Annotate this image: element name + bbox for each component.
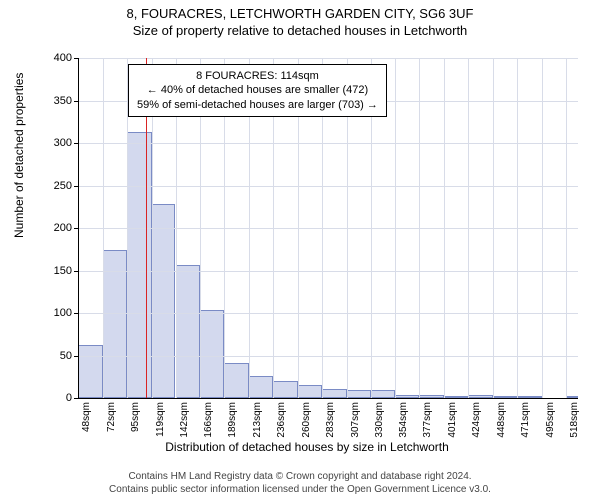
footnote: Contains HM Land Registry data © Crown c… <box>0 471 600 496</box>
x-tick-label: 236sqm <box>276 402 287 438</box>
x-tick-label: 354sqm <box>398 402 409 438</box>
grid-line <box>78 143 578 144</box>
y-tick-label: 250 <box>42 180 72 192</box>
histogram-bar <box>273 381 298 398</box>
grid-line <box>103 58 104 398</box>
histogram-bar <box>200 310 224 398</box>
y-tick-label: 100 <box>42 307 72 319</box>
y-tick-label: 50 <box>42 350 72 362</box>
x-axis-label: Distribution of detached houses by size … <box>28 440 586 454</box>
y-tick-label: 200 <box>42 222 72 234</box>
histogram-bar <box>347 390 371 399</box>
annotation-line: ← 40% of detached houses are smaller (47… <box>137 83 378 97</box>
grid-line <box>78 186 578 187</box>
x-tick-label: 213sqm <box>252 402 263 438</box>
annotation-line: 8 FOURACRES: 114sqm <box>137 69 378 83</box>
plot-area: 05010015020025030035040048sqm72sqm95sqm1… <box>78 58 578 398</box>
y-axis-label: Number of detached properties <box>12 73 26 238</box>
grid-line <box>517 58 518 398</box>
grid-line <box>395 58 396 398</box>
x-tick-label: 48sqm <box>81 402 92 432</box>
x-tick-label: 401sqm <box>447 402 458 438</box>
histogram-bar <box>371 390 396 398</box>
histogram-bar <box>127 132 152 398</box>
grid-line <box>78 271 578 272</box>
histogram-bar <box>224 363 249 398</box>
footnote-line2: Contains public sector information licen… <box>0 484 600 497</box>
grid-line <box>78 313 578 314</box>
y-tick-label: 300 <box>42 137 72 149</box>
x-tick-label: 142sqm <box>179 402 190 438</box>
footnote-line1: Contains HM Land Registry data © Crown c… <box>0 471 600 484</box>
grid-line <box>78 228 578 229</box>
x-tick-label: 166sqm <box>203 402 214 438</box>
x-axis-line <box>78 398 578 399</box>
grid-line <box>78 58 578 59</box>
x-tick-label: 495sqm <box>545 402 556 438</box>
grid-line <box>566 58 567 398</box>
x-tick-label: 424sqm <box>471 402 482 438</box>
x-tick-label: 330sqm <box>374 402 385 438</box>
chart-container: Number of detached properties 0501001502… <box>28 48 586 448</box>
histogram-bar <box>298 385 322 398</box>
grid-line <box>468 58 469 398</box>
histogram-bar <box>322 389 347 398</box>
histogram-bar <box>249 376 273 398</box>
y-tick-label: 0 <box>42 392 72 404</box>
grid-line <box>542 58 543 398</box>
grid-line <box>493 58 494 398</box>
x-tick-label: 307sqm <box>350 402 361 438</box>
histogram-bar <box>103 250 127 398</box>
chart-title-block: 8, FOURACRES, LETCHWORTH GARDEN CITY, SG… <box>0 0 600 40</box>
annotation-box: 8 FOURACRES: 114sqm← 40% of detached hou… <box>128 64 387 117</box>
x-tick-label: 260sqm <box>301 402 312 438</box>
grid-line <box>78 356 578 357</box>
x-tick-label: 283sqm <box>325 402 336 438</box>
x-tick-label: 72sqm <box>106 402 117 432</box>
histogram-bar <box>176 265 201 398</box>
x-tick-label: 448sqm <box>496 402 507 438</box>
x-tick-label: 377sqm <box>422 402 433 438</box>
chart-title-line1: 8, FOURACRES, LETCHWORTH GARDEN CITY, SG… <box>0 6 600 23</box>
x-tick-label: 471sqm <box>520 402 531 438</box>
histogram-bar <box>152 204 176 398</box>
x-tick-label: 189sqm <box>227 402 238 438</box>
y-axis-line <box>78 58 79 398</box>
annotation-line: 59% of semi-detached houses are larger (… <box>137 98 378 112</box>
x-tick-label: 119sqm <box>155 402 166 437</box>
grid-line <box>444 58 445 398</box>
y-tick-label: 400 <box>42 52 72 64</box>
grid-line <box>419 58 420 398</box>
y-tick-label: 150 <box>42 265 72 277</box>
chart-title-line2: Size of property relative to detached ho… <box>0 23 600 40</box>
x-tick-label: 95sqm <box>130 402 141 432</box>
x-tick-label: 518sqm <box>569 402 580 438</box>
histogram-bar <box>78 345 103 398</box>
y-tick-label: 350 <box>42 95 72 107</box>
